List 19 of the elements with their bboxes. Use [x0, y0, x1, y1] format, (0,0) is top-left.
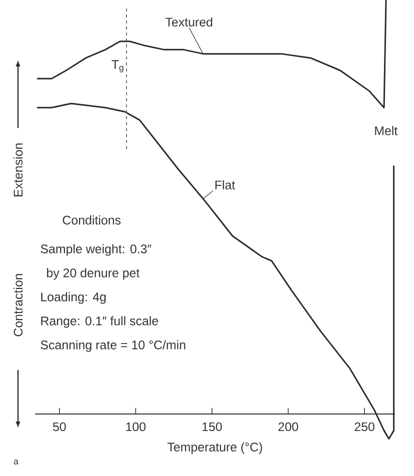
x-tick-label: 50 [52, 422, 66, 432]
annotation: Range: 0.1″ full scale [41, 316, 158, 328]
annotation: by 20 denure pet [46, 268, 140, 280]
text: Extension [13, 143, 23, 196]
annotation: Melt [375, 126, 398, 136]
annotation: Sample weight: 0.3″ [40, 244, 152, 256]
text: Contraction [13, 274, 23, 336]
x-tick-label: 250 [354, 422, 374, 432]
x-tick-label: 150 [202, 422, 222, 432]
annotation: Conditions [62, 215, 121, 225]
text: a [14, 460, 18, 464]
x-axis-title: Temperature (°C) [167, 442, 262, 454]
x-tick-label: 200 [278, 422, 298, 432]
series-label: Flat [215, 180, 236, 190]
x-tick-label: 100 [126, 422, 146, 432]
annotation: Loading: 4g [41, 292, 106, 304]
annotation: Scanning rate = 10 °C/min [40, 340, 186, 352]
series-label: Textured [166, 17, 212, 27]
ref-line-label: T$_{g}$ [112, 60, 124, 72]
